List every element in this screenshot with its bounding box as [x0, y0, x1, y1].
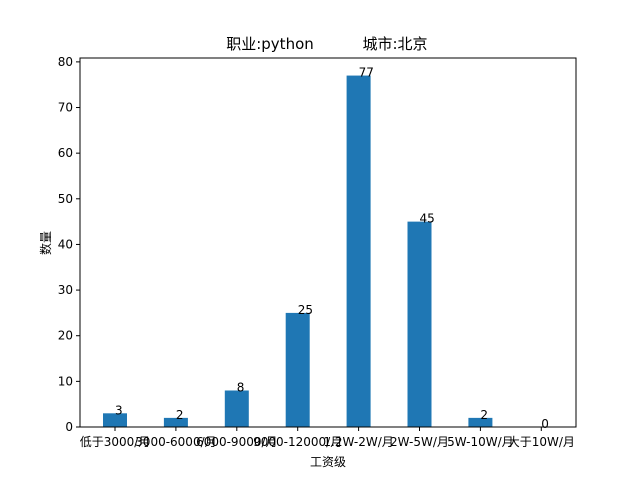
y-tick-label: 20 — [58, 329, 73, 343]
bar — [285, 312, 310, 427]
x-tick-label: 2W-5W/月 — [390, 435, 449, 449]
x-tick-label: 6000-9000/月 — [196, 435, 277, 449]
x-tick-label: 1.2W-2W/月 — [323, 435, 393, 449]
plot-area: 01020304050607080低于3000/月33000-6000/月260… — [58, 55, 575, 449]
bar-value-label: 45 — [420, 212, 435, 226]
chart-title-city: 城市:北京 — [362, 35, 427, 53]
y-tick-label: 50 — [58, 192, 73, 206]
bar-value-label: 8 — [237, 380, 245, 394]
bar — [468, 417, 493, 427]
x-tick-label: 大于10W/月 — [508, 435, 575, 449]
chart-title-job: 职业:python — [226, 35, 314, 53]
bar-value-label: 2 — [176, 408, 184, 422]
bar-value-label: 3 — [115, 403, 123, 417]
bar-value-label: 2 — [480, 408, 488, 422]
y-tick-label: 0 — [65, 420, 73, 434]
y-tick-label: 70 — [58, 101, 73, 115]
bar-value-label: 25 — [298, 303, 313, 317]
bar — [407, 221, 432, 427]
bar — [224, 390, 249, 427]
bar-value-label: 0 — [541, 417, 549, 431]
x-tick-label: 3000-6000/月 — [135, 435, 216, 449]
x-tick-label: 低于3000/月 — [80, 435, 151, 449]
y-tick-label: 40 — [58, 237, 73, 251]
y-tick-label: 60 — [58, 146, 73, 160]
bar-value-label: 77 — [359, 66, 374, 80]
y-tick-label: 80 — [58, 55, 73, 69]
x-tick-label: 9000-12000/月 — [253, 435, 342, 449]
y-tick-label: 30 — [58, 283, 73, 297]
x-tick-label: 5W-10W/月 — [447, 435, 514, 449]
bar — [103, 413, 127, 427]
bar — [163, 417, 188, 427]
y-axis-label: 数量 — [38, 231, 53, 255]
axes-frame — [79, 57, 577, 428]
x-axis-label: 工资级 — [310, 455, 346, 469]
bar — [346, 75, 371, 428]
y-tick-label: 10 — [58, 374, 73, 388]
